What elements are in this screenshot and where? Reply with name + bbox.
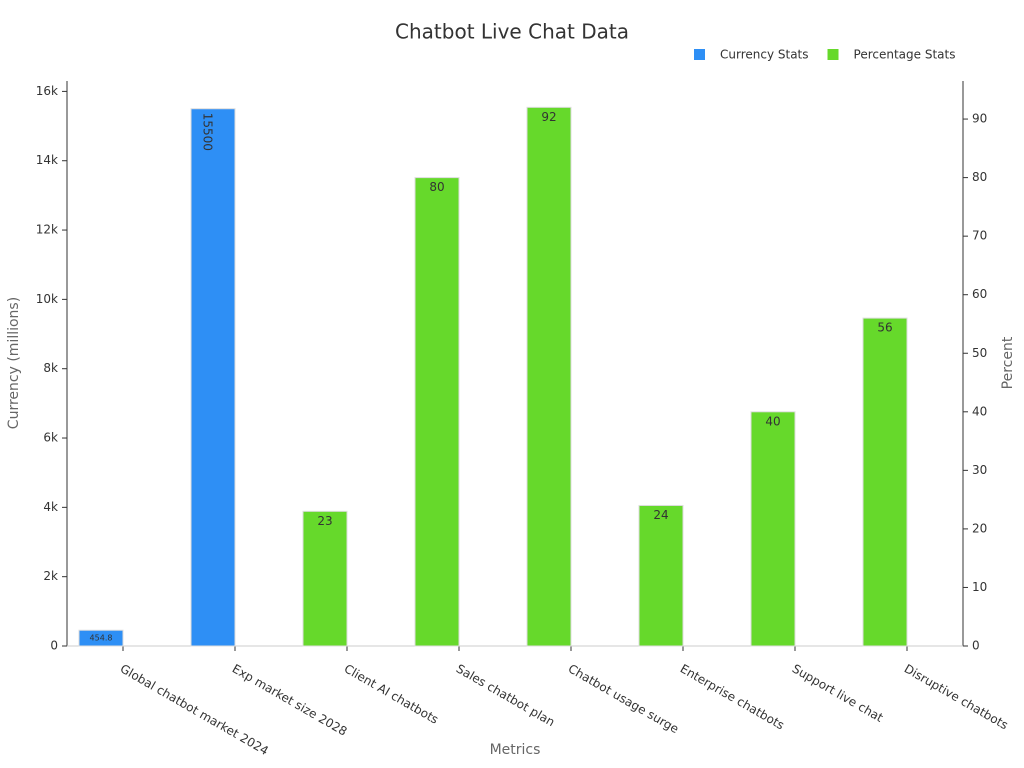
data-label: 56 xyxy=(877,321,892,335)
data-label: 454.8 xyxy=(90,634,113,643)
y-tick-label: 4k xyxy=(43,500,58,514)
bar xyxy=(526,106,572,647)
x-axis-title: Metrics xyxy=(490,742,541,758)
y-tick-label: 14k xyxy=(36,153,58,167)
bar xyxy=(638,504,684,647)
y-tick-label: 16k xyxy=(36,84,58,98)
y-axis-title: Currency (millions) xyxy=(6,297,22,429)
bar xyxy=(414,177,460,647)
bar xyxy=(190,108,236,647)
x-tick-label: Sales chatbot plan xyxy=(454,662,557,730)
y2-axis-title: Percent xyxy=(1000,336,1016,389)
bar xyxy=(302,510,348,647)
data-label: 92 xyxy=(541,110,556,124)
x-tick-label: Enterprise chatbots xyxy=(678,662,787,733)
legend-swatch xyxy=(827,49,839,60)
y2-tick-label: 80 xyxy=(972,170,987,184)
y-tick-label: 8k xyxy=(43,361,58,375)
data-label: 40 xyxy=(765,414,780,428)
y-tick-label: 6k xyxy=(43,431,58,445)
x-tick-label: Support live chat xyxy=(790,662,886,726)
x-tick-label: Client AI chatbots xyxy=(342,662,441,727)
x-tick-label: Disruptive chatbots xyxy=(902,662,1011,733)
data-label: 23 xyxy=(317,514,332,528)
x-tick-label: Chatbot usage surge xyxy=(566,662,681,737)
bar xyxy=(78,629,124,647)
y-tick-label: 0 xyxy=(50,639,58,653)
chart-title: Chatbot Live Chat Data xyxy=(395,20,629,44)
legend-label: Currency Stats xyxy=(720,48,809,62)
y2-tick-label: 50 xyxy=(972,346,987,360)
y2-tick-label: 0 xyxy=(972,639,980,653)
bar xyxy=(750,411,796,647)
data-label: 80 xyxy=(429,180,444,194)
y2-tick-label: 20 xyxy=(972,521,987,535)
y2-tick-label: 90 xyxy=(972,112,987,126)
y2-tick-label: 70 xyxy=(972,229,987,243)
y2-tick-label: 40 xyxy=(972,404,987,418)
legend-swatch xyxy=(694,49,705,60)
legend-label: Percentage Stats xyxy=(854,48,956,62)
data-label: 15500 xyxy=(201,113,215,151)
y-tick-label: 2k xyxy=(43,569,58,583)
bar xyxy=(862,317,908,647)
y-tick-label: 10k xyxy=(36,292,58,306)
y2-tick-label: 60 xyxy=(972,287,987,301)
data-label: 24 xyxy=(653,508,668,522)
y2-tick-label: 30 xyxy=(972,463,987,477)
x-tick-label: Exp market size 2028 xyxy=(230,662,350,739)
y-tick-label: 12k xyxy=(36,223,58,237)
y2-tick-label: 10 xyxy=(972,580,987,594)
